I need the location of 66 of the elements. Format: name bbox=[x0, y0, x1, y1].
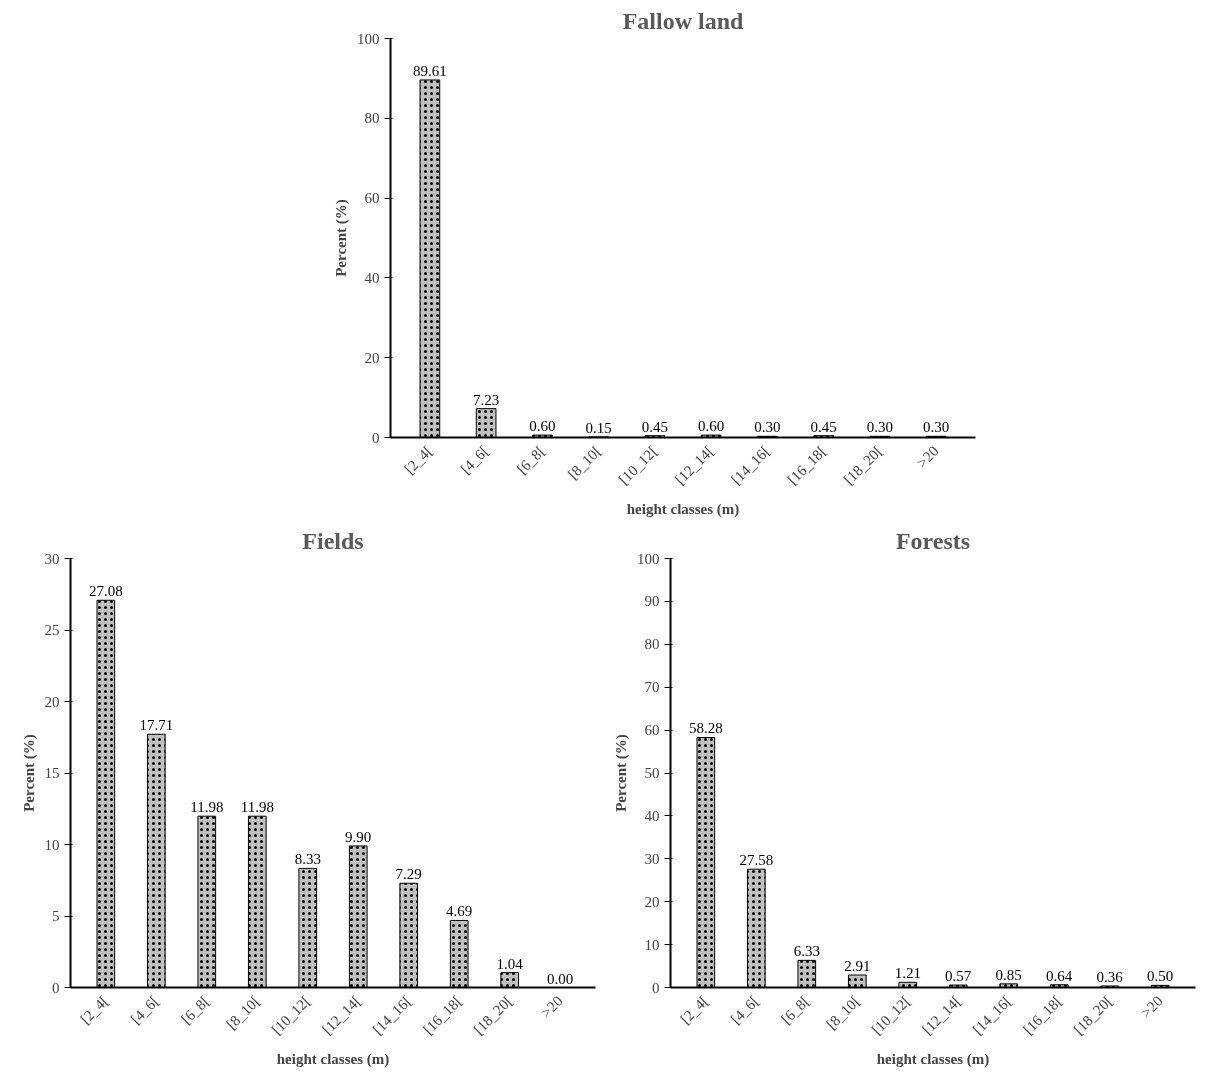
data-label: 0.45 bbox=[810, 418, 837, 435]
x-tick-label: >20 bbox=[537, 992, 566, 1021]
y-axis-title: Percent (%) bbox=[613, 734, 630, 812]
x-axis-title: height classes (m) bbox=[626, 501, 740, 519]
data-label: 27.58 bbox=[739, 852, 774, 869]
y-tick-label: 20 bbox=[44, 693, 60, 710]
data-label: 0.30 bbox=[754, 419, 781, 436]
data-label: 9.90 bbox=[345, 828, 372, 845]
y-axis-title: Percent (%) bbox=[333, 199, 350, 277]
x-axis-title: height classes (m) bbox=[276, 1051, 390, 1069]
data-label: 0.15 bbox=[585, 419, 612, 436]
data-label: 0.60 bbox=[698, 418, 725, 435]
data-label: 1.04 bbox=[496, 955, 524, 972]
data-label: 0.30 bbox=[923, 419, 950, 436]
data-label: 0.30 bbox=[866, 419, 893, 436]
data-label: 8.33 bbox=[294, 851, 321, 868]
y-tick-label: 40 bbox=[644, 807, 660, 824]
data-label: 89.61 bbox=[413, 62, 447, 79]
y-tick-label: 25 bbox=[44, 622, 60, 638]
y-tick-label: 40 bbox=[364, 269, 380, 286]
x-tick-label: >20 bbox=[1137, 992, 1166, 1021]
data-label: 0.00 bbox=[547, 970, 574, 987]
data-label: 11.98 bbox=[240, 799, 274, 816]
y-tick-label: 90 bbox=[644, 593, 660, 610]
y-tick-label: 20 bbox=[644, 893, 660, 910]
y-tick-label: 30 bbox=[44, 550, 60, 567]
y-tick-label: 0 bbox=[652, 979, 660, 996]
y-tick-label: 60 bbox=[364, 190, 380, 207]
y-tick-label: 50 bbox=[644, 765, 660, 781]
data-label: 0.57 bbox=[945, 968, 972, 985]
data-label: 2.91 bbox=[844, 958, 871, 975]
y-tick-label: 5 bbox=[52, 908, 60, 924]
data-label: 0.64 bbox=[1046, 967, 1073, 984]
y-tick-label: 80 bbox=[364, 110, 380, 127]
data-label: 0.85 bbox=[995, 966, 1022, 983]
y-tick-label: 60 bbox=[644, 722, 660, 739]
y-tick-label: 15 bbox=[44, 765, 60, 781]
data-label: 7.23 bbox=[473, 391, 500, 408]
y-tick-label: 100 bbox=[637, 550, 660, 567]
data-label: 4.69 bbox=[446, 903, 473, 920]
data-label: 7.29 bbox=[395, 866, 422, 883]
chart-title: Forests bbox=[895, 527, 971, 554]
data-label: 27.08 bbox=[88, 583, 123, 600]
data-label: 0.50 bbox=[1147, 968, 1174, 985]
y-tick-label: 20 bbox=[364, 349, 380, 366]
data-label: 17.71 bbox=[139, 717, 174, 734]
y-tick-label: 0 bbox=[372, 429, 380, 446]
y-axis-title: Percent (%) bbox=[20, 734, 38, 812]
y-tick-label: 0 bbox=[52, 979, 60, 996]
y-tick-label: 30 bbox=[644, 850, 660, 867]
data-label: 58.28 bbox=[688, 720, 723, 737]
chart-title: Fields bbox=[302, 527, 364, 554]
y-tick-label: 10 bbox=[644, 936, 660, 953]
data-label: 0.60 bbox=[529, 418, 556, 435]
data-label: 0.36 bbox=[1096, 968, 1124, 985]
data-label: 0.45 bbox=[641, 418, 668, 435]
data-label: 1.21 bbox=[894, 965, 921, 982]
data-label: 11.98 bbox=[190, 799, 224, 816]
y-tick-label: 10 bbox=[44, 836, 60, 853]
y-tick-label: 100 bbox=[357, 30, 380, 47]
y-tick-label: 80 bbox=[644, 636, 660, 653]
y-tick-label: 70 bbox=[644, 679, 660, 696]
chart-title: Fallow land bbox=[622, 7, 744, 34]
data-label: 6.33 bbox=[793, 943, 820, 960]
x-axis-title: height classes (m) bbox=[876, 1051, 990, 1069]
x-tick-label: >20 bbox=[913, 442, 942, 471]
